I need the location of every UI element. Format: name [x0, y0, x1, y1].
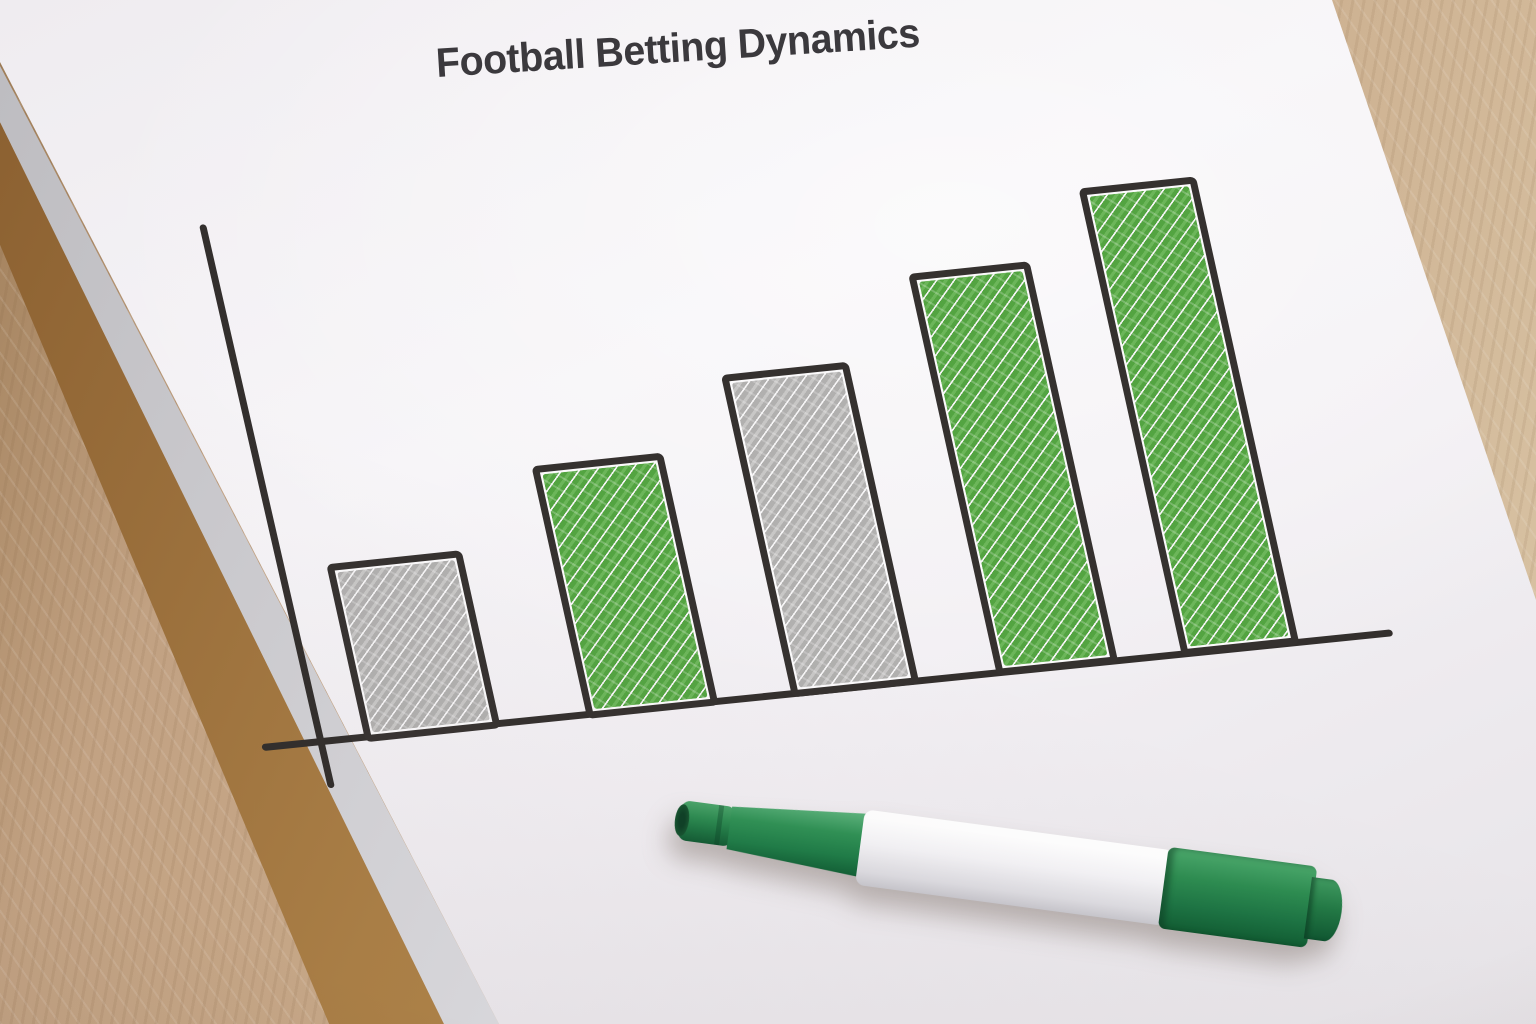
- pen-cap-end: [1303, 877, 1346, 943]
- pen-cone: [725, 796, 868, 877]
- bar-scribble-fill: [337, 559, 490, 733]
